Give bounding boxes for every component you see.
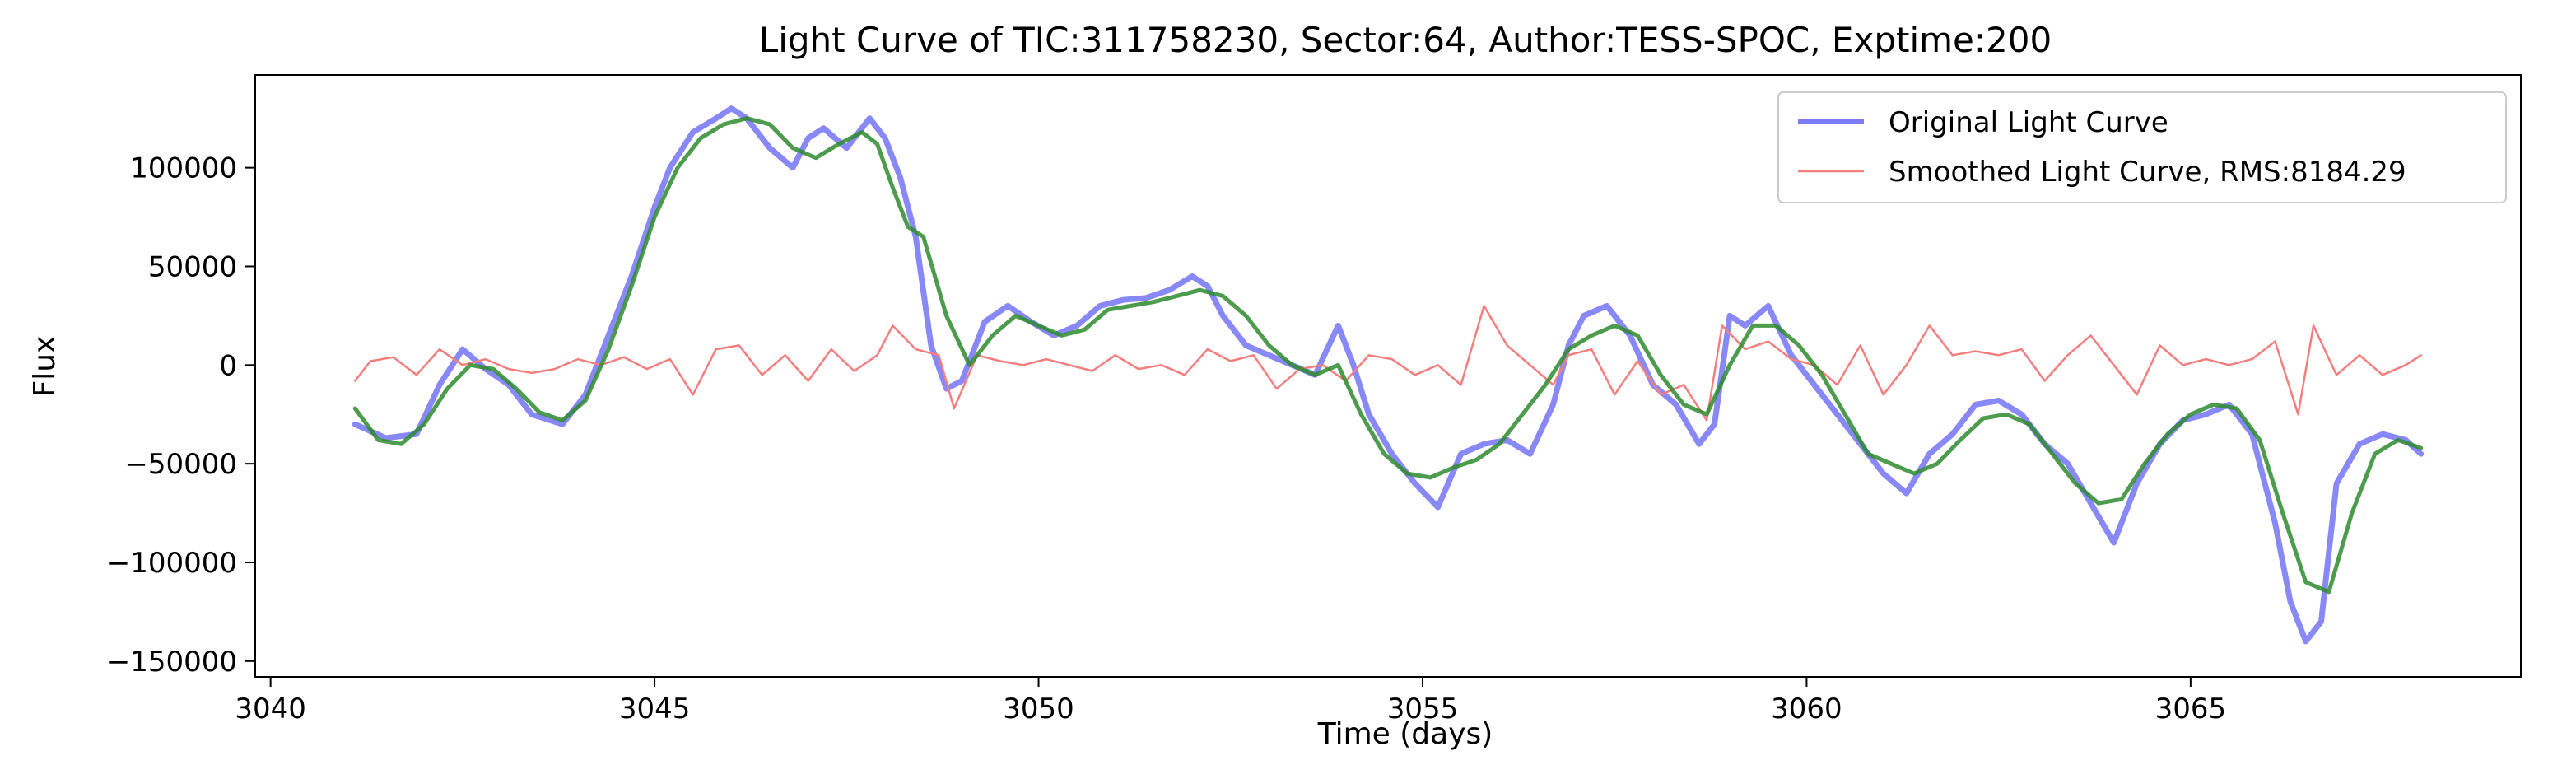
legend: Original Light Curve Smoothed Light Curv… [1777,91,2507,203]
x-tick-label: 3055 [1387,693,1459,725]
legend-label-smoothed: Smoothed Light Curve, RMS:8184.29 [1889,156,2406,189]
x-tick-label: 3065 [2155,693,2227,725]
plot-area [254,74,2522,678]
axes-frame [254,74,2522,678]
x-axis-label: Time (days) [1317,717,1493,751]
legend-label-original: Original Light Curve [1889,106,2168,139]
y-axis: −150000 −100000 −50000 0 50000 100000 [107,152,255,679]
series-line-fit [352,116,2424,595]
y-tick-label: 50000 [148,250,237,283]
series-layer [352,105,2425,645]
legend-frame [1777,91,2507,203]
x-tick-label: 3045 [619,693,691,725]
x-tick-label: 3050 [1003,693,1074,725]
x-tick-label: 3040 [235,693,306,725]
y-tick-label: −150000 [107,646,237,679]
y-axis-label: Flux [28,336,62,398]
series-line-smoothed [354,305,2422,422]
x-tick-label: 3060 [1771,693,1842,725]
y-tick-label: 0 [219,349,237,382]
y-tick-label: −50000 [124,448,237,481]
series-line-original [352,105,2425,645]
y-tick-label: 100000 [130,152,237,185]
chart-title: Light Curve of TIC:311758230, Sector:64,… [759,20,2052,60]
x-axis: 3040 3045 3050 3055 3060 3065 [235,677,2226,725]
y-tick-label: −100000 [107,547,237,580]
